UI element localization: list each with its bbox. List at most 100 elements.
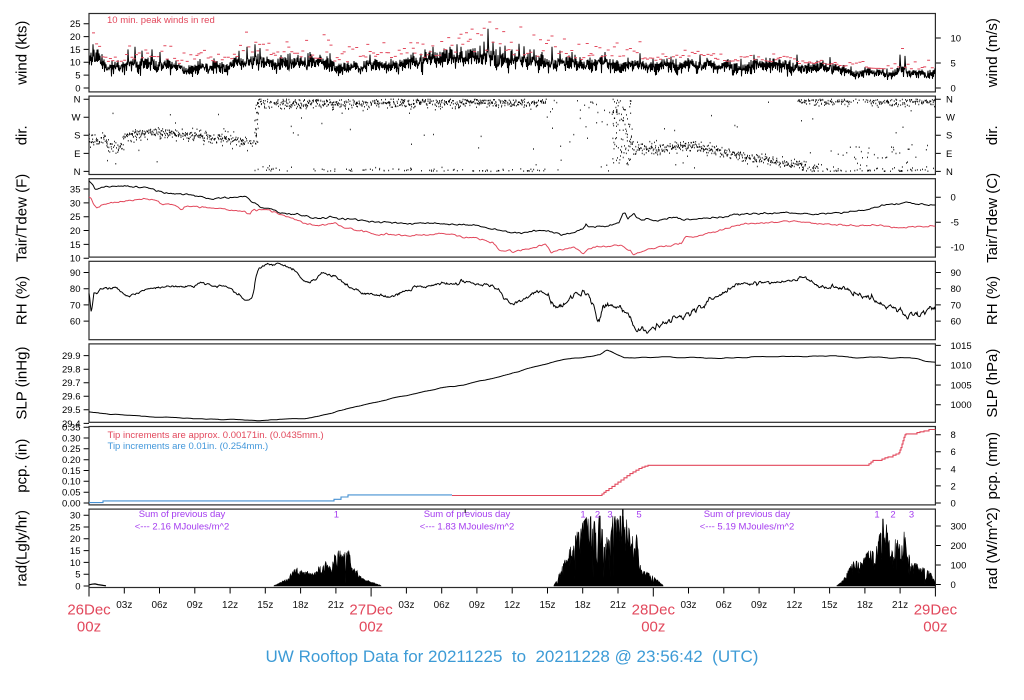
svg-text:3: 3 [607,510,612,521]
svg-text:0: 0 [951,83,956,94]
svg-text:29.7: 29.7 [62,378,81,389]
svg-text:W: W [946,113,955,124]
svg-text:rad(Lgly/hr): rad(Lgly/hr) [14,510,31,587]
svg-text:0.00: 0.00 [62,498,81,509]
svg-text:21z: 21z [610,600,626,611]
svg-text:80: 80 [70,284,81,295]
svg-text:18z: 18z [293,600,309,611]
svg-text:5: 5 [951,58,956,69]
svg-text:80: 80 [951,284,962,295]
svg-text:Sum of previous day: Sum of previous day [424,509,511,520]
svg-text:S: S [74,131,80,142]
svg-text:35: 35 [70,184,81,195]
svg-text:25: 25 [70,522,81,533]
svg-text:3: 3 [909,510,914,521]
svg-text:15z: 15z [822,600,838,611]
svg-text:1005: 1005 [951,380,972,391]
svg-text:03z: 03z [116,600,132,611]
svg-text:70: 70 [951,300,962,311]
svg-text:2: 2 [951,481,956,492]
svg-text:rad (W/m^2): rad (W/m^2) [984,507,1001,589]
svg-text:0.10: 0.10 [62,477,81,488]
svg-text:09z: 09z [187,600,203,611]
svg-text:10: 10 [951,33,962,44]
svg-text:00z: 00z [923,619,947,636]
svg-text:Tip increments are 0.01in. (0.: Tip increments are 0.01in. (0.254mm.) [108,441,269,452]
svg-text:12z: 12z [222,600,238,611]
svg-text:90: 90 [70,268,81,279]
svg-text:200: 200 [951,541,967,552]
svg-text:N: N [946,95,953,106]
svg-text:0.05: 0.05 [62,488,81,499]
svg-text:Tip increments are approx. 0.0: Tip increments are approx. 0.00171in. (0… [108,430,324,441]
svg-text:70: 70 [70,300,81,311]
svg-text:RH (%): RH (%) [14,276,31,325]
svg-text:21z: 21z [892,600,908,611]
svg-text:N: N [74,167,81,178]
svg-text:0: 0 [951,580,956,591]
svg-text:00z: 00z [641,619,665,636]
svg-text:E: E [946,149,952,160]
svg-text:W: W [72,113,81,124]
svg-text:2: 2 [595,510,600,521]
svg-text:00z: 00z [359,619,383,636]
svg-text:0.20: 0.20 [62,455,81,466]
svg-text:<--- 5.19 MJoules/m^2: <--- 5.19 MJoules/m^2 [700,522,794,533]
svg-text:RH (%): RH (%) [984,276,1001,325]
svg-text:pcp. (in): pcp. (in) [14,439,31,493]
svg-text:15: 15 [70,240,81,251]
svg-text:15z: 15z [257,600,273,611]
svg-text:12z: 12z [504,600,520,611]
svg-text:29Dec: 29Dec [914,602,958,619]
svg-text:6: 6 [951,447,956,458]
svg-text:Tair/Tdew (F): Tair/Tdew (F) [14,174,31,262]
svg-text:18z: 18z [857,600,873,611]
svg-text:8: 8 [951,430,956,441]
svg-text:<--- 2.16 MJoules/m^2: <--- 2.16 MJoules/m^2 [135,522,229,533]
svg-text:Sum of previous day: Sum of previous day [139,509,226,520]
svg-text:09z: 09z [751,600,767,611]
svg-text:30: 30 [70,198,81,209]
svg-text:26Dec: 26Dec [67,602,111,619]
svg-text:29.5: 29.5 [62,405,81,416]
svg-text:20: 20 [70,226,81,237]
svg-text:Sum of previous day: Sum of previous day [704,509,791,520]
svg-text:E: E [74,149,80,160]
svg-text:25: 25 [70,19,81,30]
svg-text:pcp. (mm): pcp. (mm) [984,432,1001,500]
svg-text:06z: 06z [434,600,450,611]
svg-text:UW Rooftop Data for 20211225: UW Rooftop Data for 20211225 to 20211228… [266,647,759,666]
svg-text:30: 30 [70,511,81,522]
svg-text:25: 25 [70,212,81,223]
svg-text:28Dec: 28Dec [632,602,676,619]
svg-text:06z: 06z [151,600,167,611]
svg-text:dir.: dir. [984,125,1001,145]
svg-text:10: 10 [70,58,81,69]
svg-text:SLP (inHg): SLP (inHg) [14,347,31,420]
svg-text:5: 5 [75,71,80,82]
svg-text:1000: 1000 [951,400,972,411]
svg-text:wind (m/s): wind (m/s) [984,18,1001,88]
svg-text:0.30: 0.30 [62,433,81,444]
svg-text:5: 5 [75,570,80,581]
svg-text:SLP (hPa): SLP (hPa) [984,349,1001,418]
svg-text:29.6: 29.6 [62,392,81,403]
svg-text:2: 2 [890,510,895,521]
svg-text:0.25: 0.25 [62,444,81,455]
svg-text:20: 20 [70,32,81,43]
svg-text:15: 15 [70,45,81,56]
svg-text:21z: 21z [328,600,344,611]
svg-text:0: 0 [75,83,80,94]
svg-text:1010: 1010 [951,361,972,372]
svg-text:1: 1 [580,510,585,521]
svg-text:dir.: dir. [14,125,31,145]
svg-text:29.4: 29.4 [62,419,81,430]
svg-text:-10: -10 [951,243,965,254]
svg-text:29.9: 29.9 [62,351,81,362]
svg-text:60: 60 [951,317,962,328]
svg-text:-5: -5 [951,218,959,229]
svg-text:15z: 15z [539,600,555,611]
svg-text:N: N [74,95,81,106]
svg-text:00z: 00z [77,619,101,636]
svg-text:10 min. peak winds in red: 10 min. peak winds in red [107,15,215,26]
